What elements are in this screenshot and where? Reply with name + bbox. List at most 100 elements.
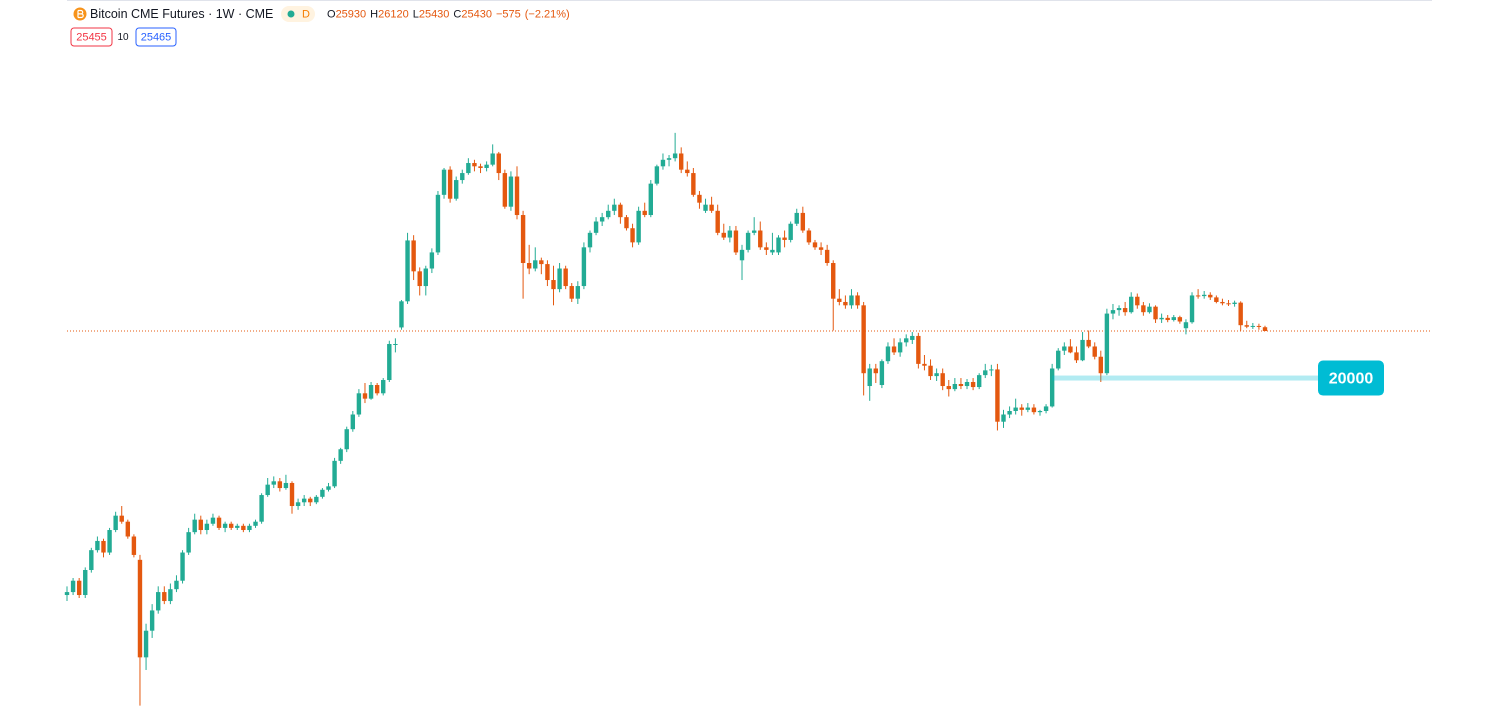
ohlc-value: 25930 [336, 8, 367, 20]
candle-body [1159, 317, 1164, 320]
candle-body [192, 519, 197, 533]
candle-body [271, 481, 276, 485]
candle-body [715, 210, 720, 233]
candle-body [174, 580, 179, 590]
candle-body [709, 204, 714, 211]
candle-body [247, 525, 252, 531]
candle-body [64, 592, 70, 596]
candle-body [800, 212, 806, 231]
candle-body [101, 540, 106, 553]
candle-body [241, 525, 246, 531]
candle-body [344, 429, 349, 450]
candle-body [362, 393, 368, 399]
candle-body [612, 204, 617, 211]
candle-body [636, 210, 641, 243]
candle-body [1262, 327, 1268, 332]
candle-body [326, 486, 331, 490]
candle-body [508, 176, 514, 207]
candle-body [1013, 407, 1018, 412]
candle-body [630, 228, 635, 243]
candle-body [976, 375, 982, 388]
candle-body [411, 240, 416, 272]
candle-body [1238, 302, 1243, 326]
candle-body [758, 230, 763, 248]
candle-body [764, 247, 769, 250]
ohlc-label: C [453, 8, 461, 20]
change-value: −575 [496, 8, 521, 20]
candle-body [873, 368, 879, 374]
candle-body [466, 163, 471, 174]
candle-body [1129, 296, 1134, 313]
candle-body [156, 592, 161, 611]
candle-body [794, 212, 799, 224]
candle-body [1098, 356, 1104, 374]
candle-body [259, 495, 264, 522]
candle-body [672, 153, 678, 159]
candle-body [940, 373, 945, 387]
candle-body [149, 610, 155, 631]
candle-body [502, 173, 508, 207]
candle-body [1092, 346, 1097, 357]
ohlc-label: O [327, 8, 336, 20]
candle-body [970, 381, 976, 388]
candle-body [253, 521, 258, 526]
candle-body [733, 230, 739, 253]
candle-body [642, 210, 647, 216]
candle-body [210, 517, 216, 524]
bid-box[interactable] [70, 27, 113, 47]
candle-body [533, 260, 538, 269]
candle-body [1177, 317, 1183, 322]
candle-body [1037, 411, 1043, 413]
candle-body [107, 530, 112, 553]
candle-body [569, 286, 574, 299]
candle-body [143, 630, 149, 658]
candle-body [186, 532, 191, 553]
candle-body [423, 268, 428, 287]
ask-box[interactable] [135, 27, 177, 47]
candle-body [818, 247, 824, 250]
candle-body [417, 271, 422, 287]
candle-body [496, 153, 501, 174]
horizontal-line-label-box[interactable] [1318, 360, 1384, 396]
candle-body [320, 489, 325, 497]
candle-body [751, 230, 757, 233]
candle-body [685, 169, 690, 174]
candle-body [557, 268, 562, 290]
candle-body [1214, 297, 1219, 302]
candle-body [843, 301, 848, 306]
candle-body [545, 264, 550, 281]
candle-body [1007, 411, 1012, 415]
candle-body [216, 517, 222, 528]
candle-body [478, 166, 483, 168]
candle-body [563, 268, 568, 287]
candle-body [1019, 407, 1024, 410]
candle-body [350, 414, 356, 430]
candle-body [1086, 339, 1091, 347]
candle-body [332, 460, 337, 487]
candle-body [162, 592, 167, 602]
candle-body [606, 210, 611, 218]
candle-body [381, 380, 386, 394]
candle-body [995, 369, 1000, 422]
candle-body [1049, 368, 1055, 407]
candle-body [958, 384, 964, 387]
candle-body [1104, 313, 1110, 374]
candle-body [654, 166, 660, 184]
candle-body [356, 393, 362, 415]
candle-body [198, 519, 203, 531]
candle-body [484, 164, 489, 168]
candle-body [1153, 306, 1158, 320]
ohlc-legend: O25930 H26120 L25430 C25430 −575 (−2.21%) [327, 8, 570, 20]
candle-body [447, 169, 453, 199]
candle-body [855, 295, 860, 306]
candle-body [812, 242, 818, 248]
candle-body [125, 521, 131, 537]
candle-body [824, 249, 830, 264]
candle-body [1220, 301, 1225, 304]
candle-body [983, 370, 988, 376]
candle-body [1256, 325, 1262, 327]
candle-body [1250, 325, 1256, 327]
candle-body [83, 569, 88, 596]
candle-body [490, 153, 495, 165]
candle-body [1025, 407, 1031, 410]
